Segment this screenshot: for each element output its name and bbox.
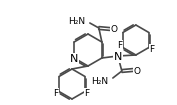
Text: O: O — [133, 66, 140, 75]
Text: F: F — [84, 89, 90, 98]
Text: H₂N: H₂N — [68, 18, 85, 26]
Text: F: F — [117, 41, 122, 50]
Text: H₂N: H₂N — [91, 77, 108, 85]
Text: O: O — [110, 26, 117, 35]
Text: N: N — [70, 54, 78, 64]
Text: N: N — [114, 52, 122, 62]
Text: F: F — [149, 45, 154, 54]
Text: F: F — [53, 89, 59, 98]
